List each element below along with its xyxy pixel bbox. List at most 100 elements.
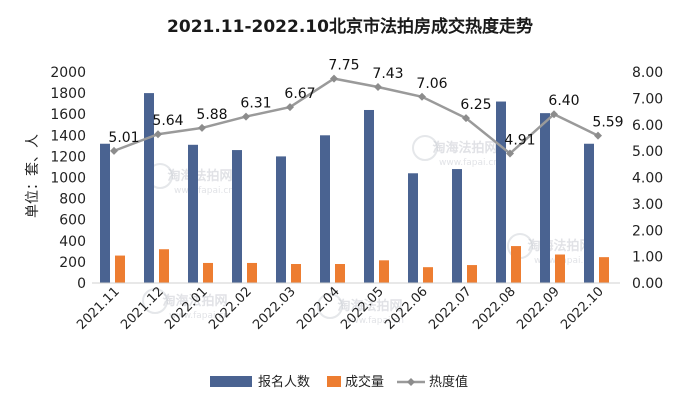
y-tick-label: 1600 [50, 107, 86, 123]
heat-marker [110, 146, 118, 155]
y-tick-label: 1200 [50, 149, 86, 165]
heat-marker [330, 74, 338, 83]
bar-transactions [335, 264, 345, 283]
heat-data-label: 4.91 [504, 132, 535, 148]
heat-data-label: 6.31 [240, 96, 271, 112]
heat-marker [462, 114, 470, 123]
y2-tick-label: 6.00 [632, 118, 663, 134]
y2-tick-label: 3.00 [632, 197, 663, 213]
x-tick-label: 2022.10 [558, 284, 607, 333]
bar-registrants [408, 173, 418, 283]
line-layer: 5.01 5.64 5.88 6.31 6.67 7.75 7.43 7.06 6.25 4.91… [108, 58, 624, 158]
bar-transactions [423, 267, 433, 283]
heat-marker [550, 110, 558, 119]
chart-title: 2021.11-2022.10北京市法拍房成交热度走势 [167, 16, 533, 37]
legend-label-registrants: 报名人数 [258, 374, 310, 390]
y-tick-label: 2000 [50, 65, 86, 81]
heat-data-label: 7.06 [416, 76, 447, 92]
bar-transactions [511, 246, 521, 283]
bar-registrants [276, 156, 286, 283]
watermark-seal [317, 293, 343, 319]
bar-transactions [467, 265, 477, 283]
watermark-url: www.fapai.cn [344, 316, 404, 326]
y-tick-label: 0 [77, 276, 86, 292]
bar-transactions [379, 260, 389, 283]
bar-registrants [584, 143, 594, 283]
heat-data-label: 5.59 [592, 115, 623, 131]
watermark-site-name: 淘海法拍网 [167, 168, 232, 184]
y2-tick-label: 8.00 [632, 65, 663, 81]
heat-data-label: 5.64 [152, 113, 183, 129]
y-tick-label: 400 [59, 234, 86, 250]
heat-data-label: 6.40 [548, 93, 579, 109]
heat-marker [418, 92, 426, 101]
bar-registrants [188, 144, 198, 283]
bar-registrants [496, 101, 506, 283]
watermark-site-name: 淘海法拍网 [527, 238, 592, 254]
heat-line [113, 77, 599, 156]
bar-transactions [599, 257, 609, 283]
bar-registrants [364, 109, 374, 283]
y2-tick-label: 5.00 [632, 144, 663, 160]
heat-marker [154, 130, 162, 139]
bar-transactions [115, 255, 125, 283]
bar-registrants [100, 143, 110, 283]
watermark-site-name: 淘海法拍网 [162, 293, 227, 309]
bar-transactions [203, 262, 213, 283]
y-axis-label: 单位：套、人 [25, 134, 41, 218]
legend-swatch-transactions [327, 376, 341, 387]
y-tick-label: 600 [59, 213, 86, 229]
y2-tick-label: 2.00 [632, 223, 663, 239]
bar-transactions [247, 262, 257, 283]
bar-registrants [452, 169, 462, 283]
y-tick-label: 200 [59, 255, 86, 271]
legend-swatch-registrants [210, 376, 252, 387]
x-tick-label: 2022.08 [470, 284, 519, 333]
y-tick-label: 1400 [50, 128, 86, 144]
bar-transactions [555, 254, 565, 283]
legend: 报名人数 成交量 热度值 [210, 374, 468, 390]
bar-transactions [159, 249, 169, 283]
x-tick-label: 2022.04 [294, 284, 343, 333]
y-tick-label: 800 [59, 192, 86, 208]
heat-data-label: 5.88 [196, 107, 227, 123]
watermark-url: www.fapai.cn [174, 186, 234, 196]
y2-tick-label: 1.00 [632, 250, 663, 266]
legend-label-heat: 热度值 [429, 374, 468, 390]
legend-label-transactions: 成交量 [345, 374, 384, 390]
bars-layer [100, 93, 609, 284]
heat-marker [506, 149, 514, 158]
x-tick-label: 2022.03 [250, 284, 299, 333]
legend-marker-heat [407, 378, 415, 386]
heat-data-label: 5.01 [108, 130, 139, 146]
y2-tick-label: 4.00 [632, 171, 663, 187]
x-tick-label: 2022.07 [426, 284, 475, 333]
bar-transactions [291, 264, 301, 283]
bar-registrants [232, 150, 242, 283]
y-tick-label: 1800 [50, 86, 86, 102]
watermark-site-name: 淘海法拍网 [337, 298, 402, 314]
watermark-site-name: 淘海法拍网 [432, 140, 497, 156]
bar-registrants [320, 135, 330, 283]
watermark-url: www.fapai.cn [439, 158, 499, 168]
y2-tick-label: 7.00 [632, 91, 663, 107]
heat-marker [242, 112, 250, 121]
bar-registrants [540, 113, 550, 284]
heat-data-label: 7.75 [328, 58, 359, 74]
bar-registrants [144, 93, 154, 283]
watermark-seal [142, 288, 168, 314]
heat-data-label: 7.43 [372, 66, 403, 82]
x-tick-label: 2021.12 [118, 284, 167, 333]
y2-tick-label: 0.00 [632, 276, 663, 292]
watermark-seal [412, 135, 438, 161]
heat-data-label: 6.67 [284, 86, 315, 102]
heat-marker [594, 131, 602, 140]
watermark-url: www.fapai.cn [169, 311, 229, 321]
heat-marker [374, 83, 382, 92]
heat-marker [286, 103, 294, 112]
heat-marker [198, 123, 206, 132]
y-tick-label: 1000 [50, 171, 86, 187]
x-tick-label: 2022.09 [514, 284, 563, 333]
